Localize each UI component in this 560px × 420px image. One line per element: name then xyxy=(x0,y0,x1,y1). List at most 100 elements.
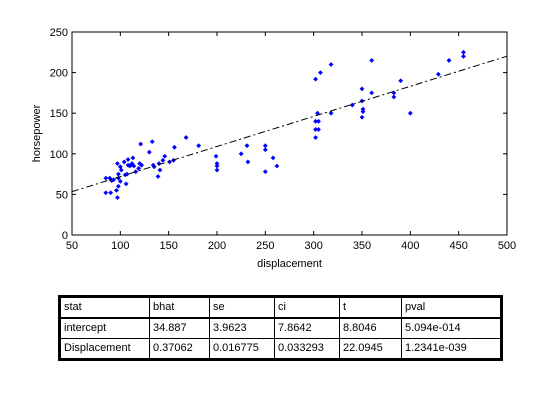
x-tick-label: 150 xyxy=(159,240,177,252)
data-point xyxy=(116,183,121,189)
axes-frame xyxy=(71,31,508,236)
data-point xyxy=(156,161,162,166)
regression-stats-table: stat bhat se ci t pval intercept 34.887 3.9623 7.… xyxy=(58,295,503,361)
data-point xyxy=(108,190,114,196)
data-point xyxy=(244,143,250,149)
y-tick-label: 250 xyxy=(50,27,68,39)
table-header-cell: t xyxy=(339,296,402,319)
y-tick-label: 200 xyxy=(50,68,68,80)
data-point xyxy=(124,171,130,177)
data-point xyxy=(360,109,366,114)
data-point xyxy=(150,162,156,168)
data-point xyxy=(328,110,334,116)
data-point xyxy=(121,159,127,165)
data-point xyxy=(262,169,268,175)
x-tick-label: 300 xyxy=(304,240,322,252)
y-tick-label: 100 xyxy=(50,149,68,161)
data-point xyxy=(116,171,121,177)
regression-fit-line xyxy=(71,55,508,193)
table-cell: 3.9623 xyxy=(209,317,275,339)
data-point xyxy=(111,177,116,183)
data-point xyxy=(359,86,365,92)
data-point xyxy=(136,166,142,171)
data-point xyxy=(328,62,334,67)
data-point xyxy=(318,70,323,75)
table-cell: 0.033293 xyxy=(274,338,340,360)
table-cell: 0.016775 xyxy=(209,338,275,360)
table-cell: 34.887 xyxy=(149,317,210,339)
data-point xyxy=(446,58,452,63)
data-point xyxy=(155,174,161,179)
data-point xyxy=(157,167,163,173)
data-point xyxy=(316,118,321,124)
data-point xyxy=(162,153,168,159)
data-point xyxy=(167,159,173,165)
data-point xyxy=(117,179,123,184)
data-point xyxy=(461,53,466,59)
data-point xyxy=(313,127,318,132)
data-point xyxy=(183,135,189,140)
data-point xyxy=(391,90,397,96)
data-point xyxy=(214,167,220,173)
data-point xyxy=(160,157,166,163)
data-point xyxy=(196,143,202,149)
y-axis-ticks: 0 50 100 150 200 250 xyxy=(50,27,507,242)
data-point xyxy=(238,151,244,157)
data-point xyxy=(114,187,119,193)
data-point xyxy=(369,58,375,63)
data-point xyxy=(391,94,397,100)
data-point xyxy=(103,175,109,181)
table-row: Displacement 0.37062 0.016775 0.033293 22.09… xyxy=(59,338,502,360)
data-point xyxy=(262,143,268,149)
data-point xyxy=(316,127,321,132)
data-point xyxy=(172,144,177,150)
data-point xyxy=(245,159,251,165)
data-point xyxy=(103,190,109,196)
x-axis-label: displacement xyxy=(257,258,322,270)
table-header-cell: se xyxy=(209,296,275,319)
data-point xyxy=(313,135,318,140)
data-point xyxy=(274,163,280,169)
x-tick-label: 500 xyxy=(498,240,516,252)
data-point xyxy=(398,78,404,84)
data-point xyxy=(146,149,152,155)
data-point xyxy=(461,49,466,55)
data-point xyxy=(313,118,318,124)
data-point xyxy=(118,167,124,173)
data-point xyxy=(139,162,144,168)
x-tick-label: 100 xyxy=(111,240,129,252)
data-point xyxy=(107,175,113,181)
data-point xyxy=(214,161,220,166)
data-point xyxy=(407,110,413,116)
x-tick-label: 200 xyxy=(208,240,226,252)
table-cell: 5.094e-014 xyxy=(401,317,502,339)
table-cell: 22.0945 xyxy=(339,338,402,360)
data-point xyxy=(270,155,276,161)
data-point xyxy=(262,147,268,153)
y-tick-label: 0 xyxy=(62,230,68,242)
table-cell: 0.37062 xyxy=(149,338,210,360)
data-point xyxy=(115,161,120,166)
data-point xyxy=(315,110,320,116)
data-point xyxy=(359,114,365,120)
y-tick-label: 50 xyxy=(56,189,68,201)
table-header-cell: ci xyxy=(274,296,340,319)
table-cell: intercept xyxy=(59,317,150,339)
fit-line-group xyxy=(71,55,508,193)
y-axis-label: horsepower xyxy=(31,104,43,162)
data-point xyxy=(151,164,157,170)
table-header-cell: stat xyxy=(59,296,150,319)
table-cell: 7.8642 xyxy=(274,317,340,339)
data-point xyxy=(369,90,375,96)
x-tick-label: 450 xyxy=(449,240,467,252)
table-cell: Displacement xyxy=(59,338,150,360)
y-tick-label: 150 xyxy=(50,108,68,120)
x-tick-label: 350 xyxy=(353,240,371,252)
table-header-row: stat bhat se ci t pval xyxy=(59,296,502,319)
data-point xyxy=(214,163,220,169)
x-tick-label: 400 xyxy=(401,240,419,252)
table-header-cell: pval xyxy=(401,296,502,319)
data-point xyxy=(116,175,121,181)
table-row: intercept 34.887 3.9623 7.8642 8.8046 5.094e-… xyxy=(59,317,502,339)
data-point xyxy=(123,181,129,187)
